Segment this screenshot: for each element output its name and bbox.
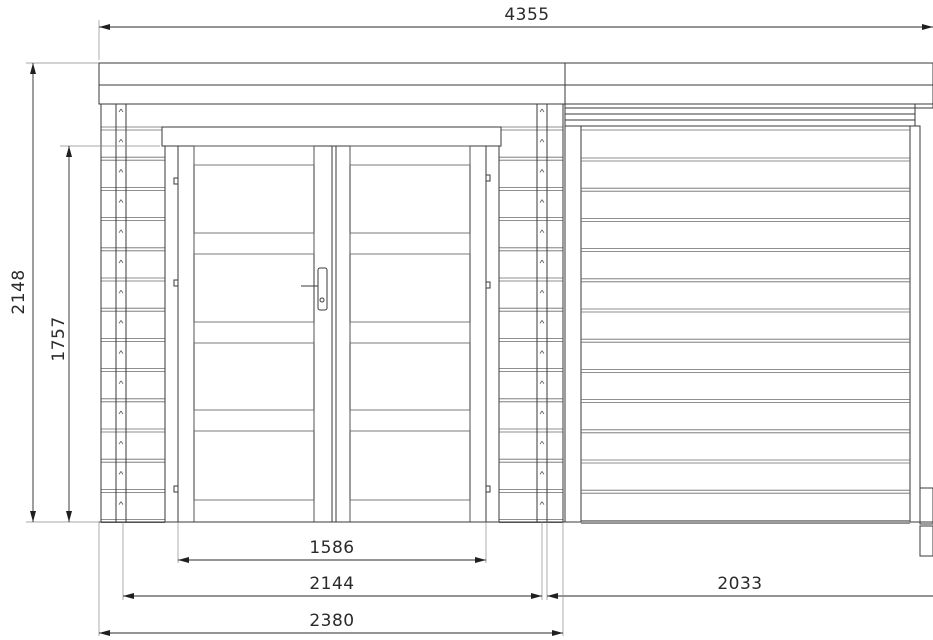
post-joint-mark (120, 138, 124, 143)
dim-sections: 2144 2033 (122, 522, 933, 600)
post-joint-mark (539, 320, 543, 324)
post-joint-mark (120, 259, 124, 264)
post-joint-mark (539, 471, 543, 475)
post-joint-mark (539, 199, 543, 203)
post-joint-mark (541, 169, 545, 173)
post-joint-mark (118, 380, 122, 385)
door-rail (193, 409, 315, 432)
post-joint-mark (541, 138, 545, 143)
dim-overall-width-label: 4355 (504, 5, 549, 25)
post-joint-mark (118, 501, 122, 505)
door-handle-icon (301, 267, 328, 311)
door-rail (193, 232, 315, 255)
post-joint-mark (541, 320, 545, 324)
post-joint-mark (539, 410, 543, 415)
door-rail (349, 409, 471, 432)
post-joint-mark (539, 138, 543, 143)
dim-overall-height: 2148 (9, 62, 99, 523)
post-joint-mark (118, 229, 122, 234)
post-joint-mark (541, 108, 545, 113)
post-joint-mark (118, 289, 122, 294)
dim-door-width: 1586 (177, 522, 487, 563)
post-joint-mark (539, 289, 543, 294)
post-joint-mark (539, 108, 543, 113)
post-joint-mark (118, 471, 122, 475)
dim-overall-height-label: 2148 (9, 269, 29, 314)
post-joint-mark (120, 289, 124, 294)
door-rail (193, 145, 315, 166)
post-joint-mark (118, 199, 122, 203)
post-joint-mark (541, 501, 545, 505)
post-joint-mark (120, 320, 124, 324)
post-joint-mark (539, 380, 543, 385)
post-joint-mark (118, 259, 122, 264)
post-joint-mark (120, 501, 124, 505)
post-joint-mark (541, 440, 545, 445)
post-joint-mark (120, 169, 124, 173)
post-joint-mark (120, 410, 124, 415)
door-rail (193, 321, 315, 344)
roof-fascia (98, 62, 933, 105)
door-rail (349, 145, 471, 166)
post-joint-mark (539, 501, 543, 505)
post-joint-mark (120, 199, 124, 203)
post-joint-mark (120, 440, 124, 445)
post-joint-mark (118, 350, 122, 354)
hinge-icon (173, 174, 491, 493)
dim-door-height: 1757 (49, 145, 160, 522)
dim-left-outer-label: 2380 (309, 611, 354, 631)
post-joint-mark (118, 138, 122, 143)
post-joint-mark (541, 199, 545, 203)
post-joint-mark (541, 229, 545, 234)
post-joint-mark (541, 259, 545, 264)
post-joint-mark (541, 471, 545, 475)
post-joint-mark (118, 108, 122, 113)
dim-left-inner-label: 2144 (309, 574, 354, 594)
double-door (164, 145, 500, 523)
dim-overall-width: 4355 (98, 5, 933, 60)
post-joint-mark (541, 350, 545, 354)
door-rail (349, 321, 471, 344)
post-joint-mark (539, 229, 543, 234)
dim-door-width-label: 1586 (309, 538, 354, 558)
dim-right-section-label: 2033 (717, 574, 762, 594)
post-joint-mark (118, 320, 122, 324)
dim-door-height-label: 1757 (49, 316, 69, 361)
post-joint-mark (541, 380, 545, 385)
post-joint-mark (539, 169, 543, 173)
post-joint-mark (120, 471, 124, 475)
door-rail (349, 232, 471, 255)
post-joint-mark (118, 440, 122, 445)
post-joint-mark (120, 229, 124, 234)
right-section (564, 103, 933, 557)
post-joint-mark (118, 169, 122, 173)
door-canopy (161, 126, 502, 147)
post-joint-mark (541, 289, 545, 294)
post-joint-mark (539, 259, 543, 264)
post-joint-mark (120, 380, 124, 385)
post-joint-mark (120, 350, 124, 354)
post-joint-mark (539, 350, 543, 354)
left-wall-planks (100, 104, 563, 523)
post-joint-mark (118, 410, 122, 415)
post-joint-mark (541, 410, 545, 415)
post-joint-mark (539, 440, 543, 445)
dim-left-outer: 2380 (98, 522, 564, 636)
post-joint-mark (120, 108, 124, 113)
